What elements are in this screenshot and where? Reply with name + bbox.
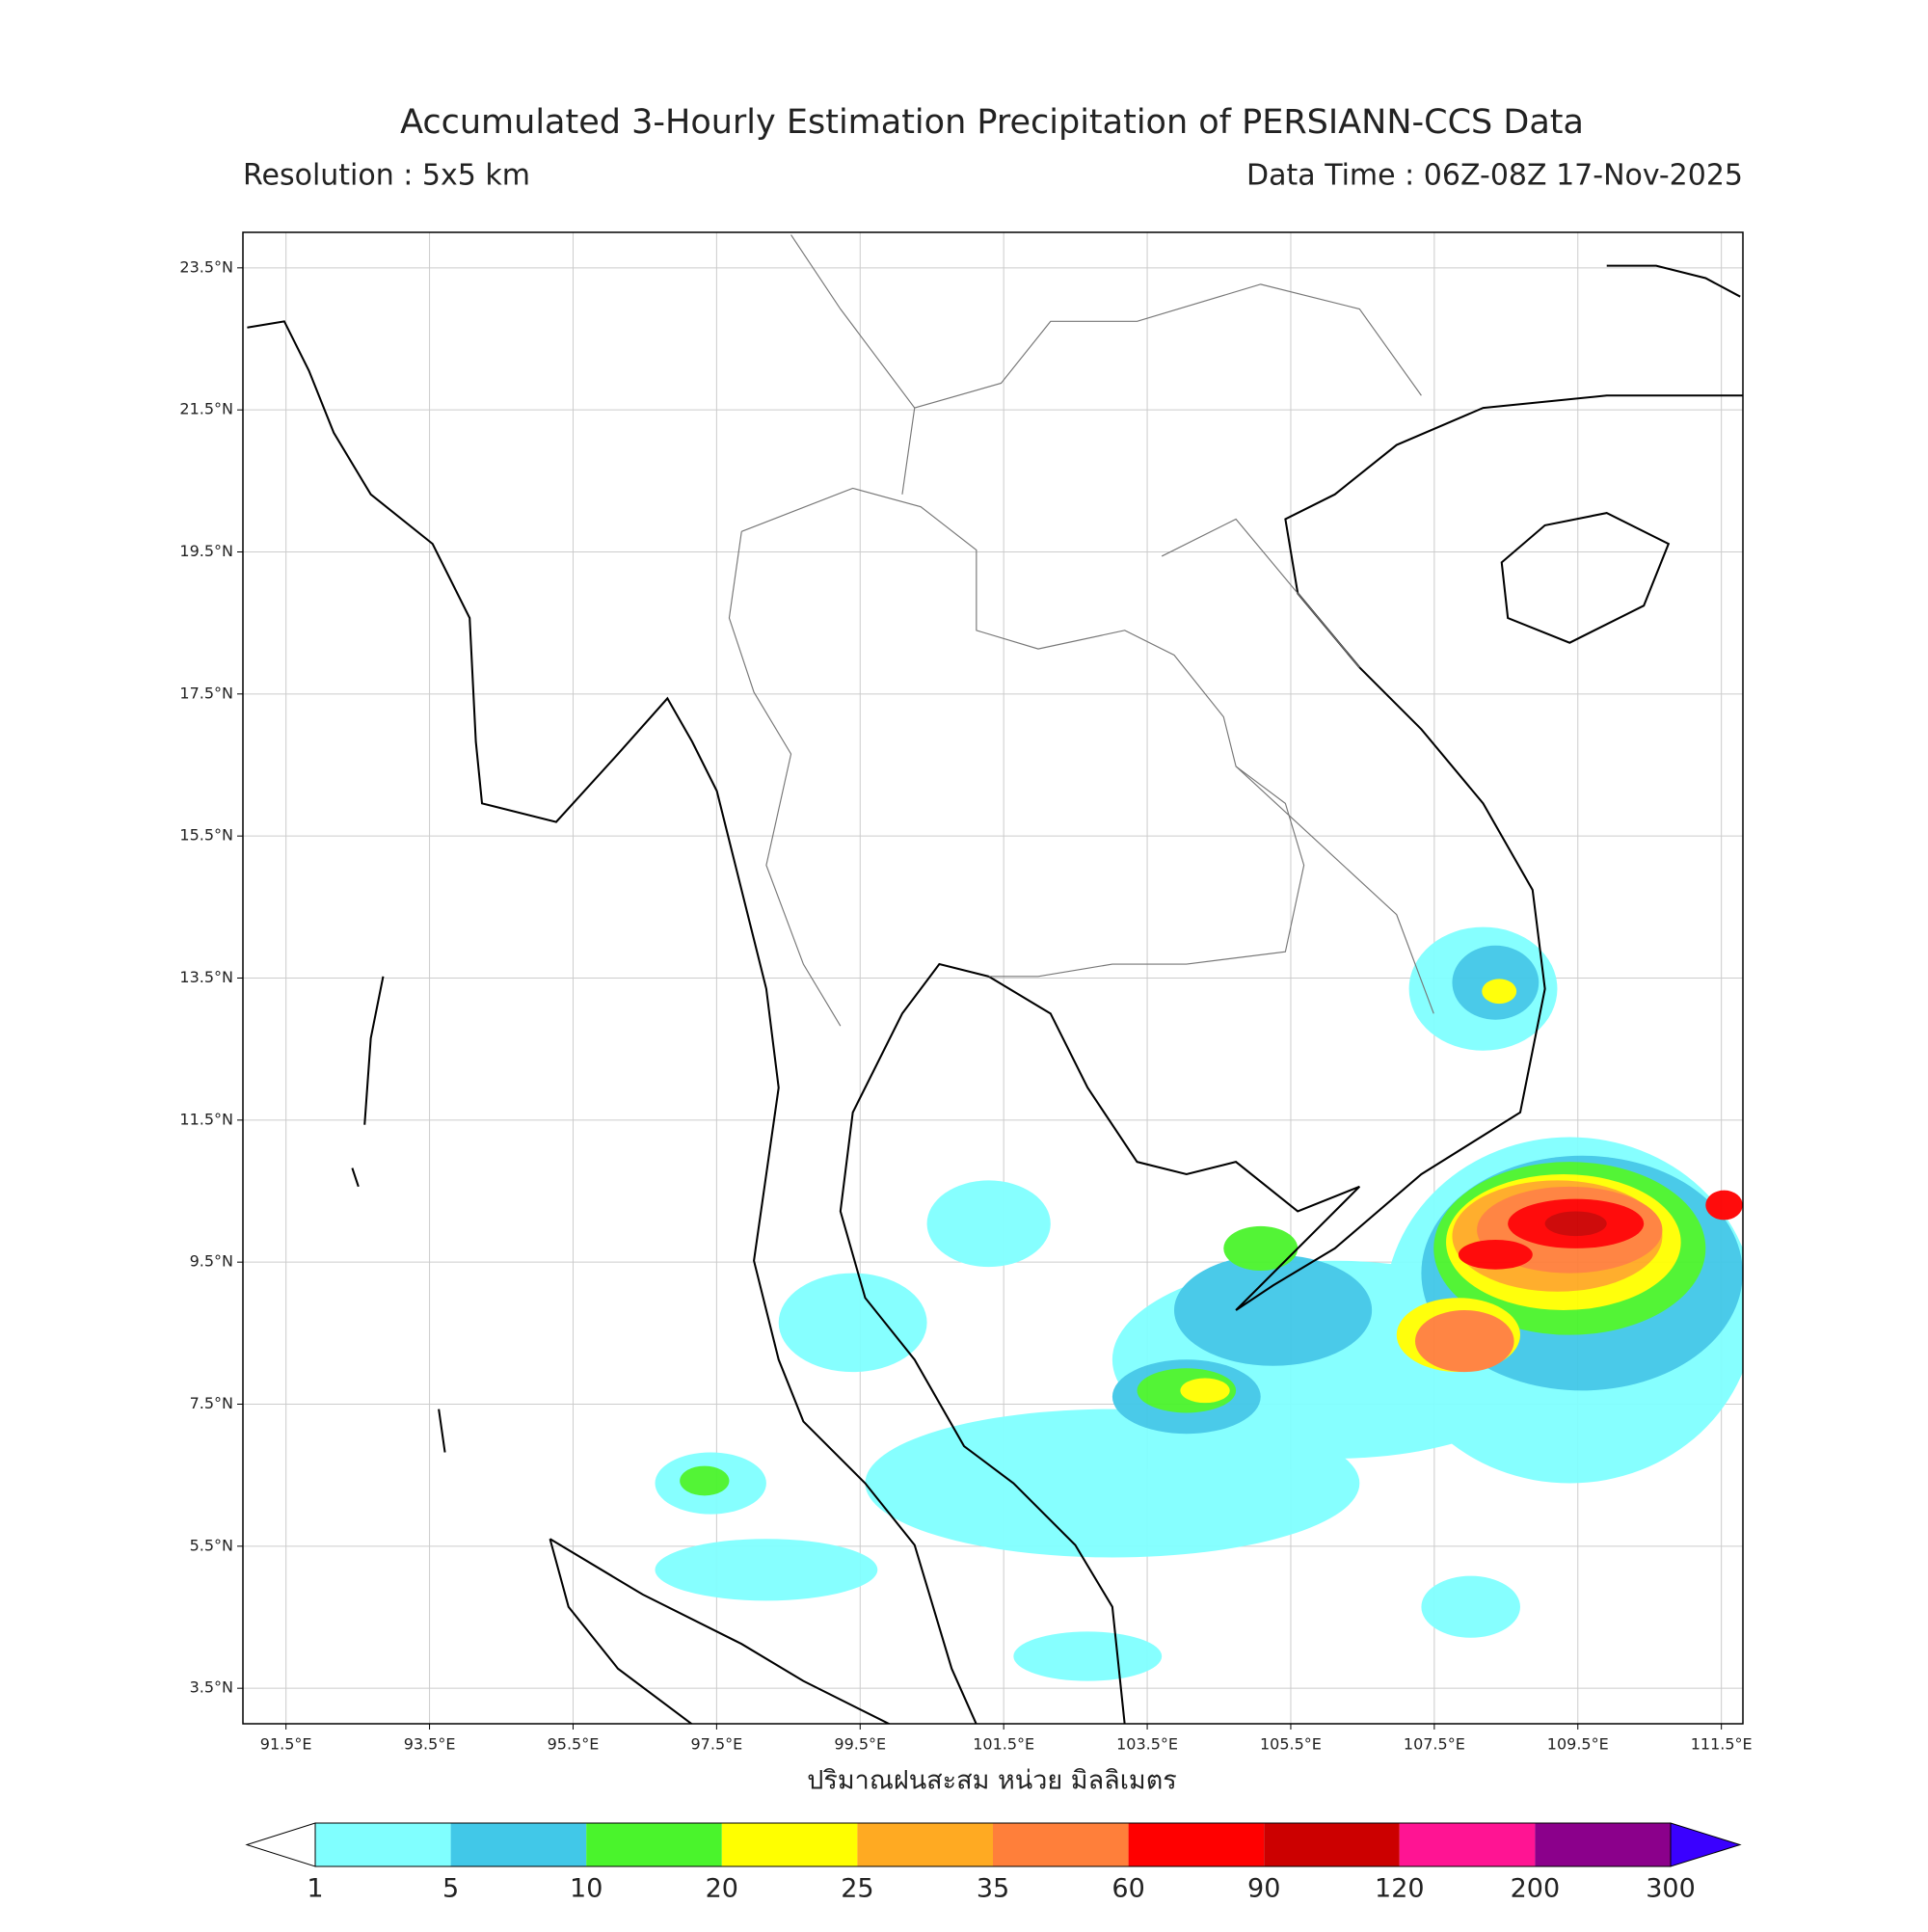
x-tick-label: 99.5°E xyxy=(834,1735,886,1754)
data-time-label: Data Time : 06Z-08Z 17-Nov-2025 xyxy=(1246,159,1743,193)
colorbar-box xyxy=(450,1823,587,1866)
x-tick-label: 109.5°E xyxy=(1547,1735,1609,1754)
y-tick-label: 11.5°N xyxy=(179,1110,233,1128)
colorbar-tick-label: 200 xyxy=(1511,1874,1561,1904)
colorbar-over xyxy=(1670,1822,1742,1867)
y-tick-label: 9.5°N xyxy=(190,1252,233,1271)
colorbar-under xyxy=(245,1822,316,1867)
colorbar-box xyxy=(315,1823,451,1866)
y-tick-label: 5.5°N xyxy=(190,1536,233,1554)
colorbar-box xyxy=(1264,1823,1400,1866)
colorbar-tick-label: 90 xyxy=(1247,1874,1280,1904)
x-tick-label: 107.5°E xyxy=(1404,1735,1465,1754)
colorbar-box xyxy=(857,1823,993,1866)
y-tick-label: 13.5°N xyxy=(179,968,233,986)
x-tick-label: 111.5°E xyxy=(1691,1735,1753,1754)
colorbar-box xyxy=(1128,1823,1265,1866)
colorbar-tick-label: 35 xyxy=(977,1874,1009,1904)
colorbar-tick-label: 25 xyxy=(841,1874,873,1904)
colorbar-tick-label: 120 xyxy=(1375,1874,1425,1904)
colorbar-label: ปริมาณฝนสะสม หน่วย มิลลิเมตร xyxy=(807,1766,1177,1796)
x-tick-label: 103.5°E xyxy=(1116,1735,1178,1754)
coastlines xyxy=(247,234,1743,1724)
map-title: Accumulated 3-Hourly Estimation Precipit… xyxy=(400,103,1584,142)
x-tick-label: 95.5°E xyxy=(548,1735,600,1754)
colorbar-tick-label: 1 xyxy=(307,1874,323,1904)
colorbar-outline xyxy=(314,1822,1672,1867)
colorbar-tick-label: 10 xyxy=(570,1874,602,1904)
y-tick-label: 3.5°N xyxy=(190,1678,233,1697)
colorbar-box xyxy=(1399,1823,1536,1866)
y-tick-label: 23.5°N xyxy=(179,257,233,276)
colorbar-box xyxy=(1535,1823,1671,1866)
colorbar-box xyxy=(721,1823,858,1866)
colorbar-tick-label: 20 xyxy=(706,1874,738,1904)
y-tick-label: 17.5°N xyxy=(179,684,233,702)
x-tick-label: 91.5°E xyxy=(260,1735,312,1754)
y-tick-label: 19.5°N xyxy=(179,542,233,560)
x-tick-label: 105.5°E xyxy=(1260,1735,1322,1754)
colorbar-tick-label: 60 xyxy=(1111,1874,1144,1904)
rain-field xyxy=(655,926,1743,1681)
resolution-label: Resolution : 5x5 km xyxy=(243,159,530,193)
colorbar-box xyxy=(993,1823,1129,1866)
y-tick-label: 21.5°N xyxy=(179,400,233,418)
x-tick-label: 101.5°E xyxy=(973,1735,1034,1754)
colorbar-tick-label: 300 xyxy=(1646,1874,1696,1904)
y-tick-label: 7.5°N xyxy=(190,1394,233,1412)
y-tick-label: 15.5°N xyxy=(179,826,233,845)
x-tick-label: 97.5°E xyxy=(691,1735,743,1754)
map-body xyxy=(247,234,1743,1724)
colorbar-box xyxy=(586,1823,722,1866)
x-tick-label: 93.5°E xyxy=(404,1735,456,1754)
colorbar: 1 5 10 20 25 35 60 90 120 200 300 xyxy=(245,1822,1742,1904)
colorbar-tick-label: 5 xyxy=(442,1874,459,1904)
